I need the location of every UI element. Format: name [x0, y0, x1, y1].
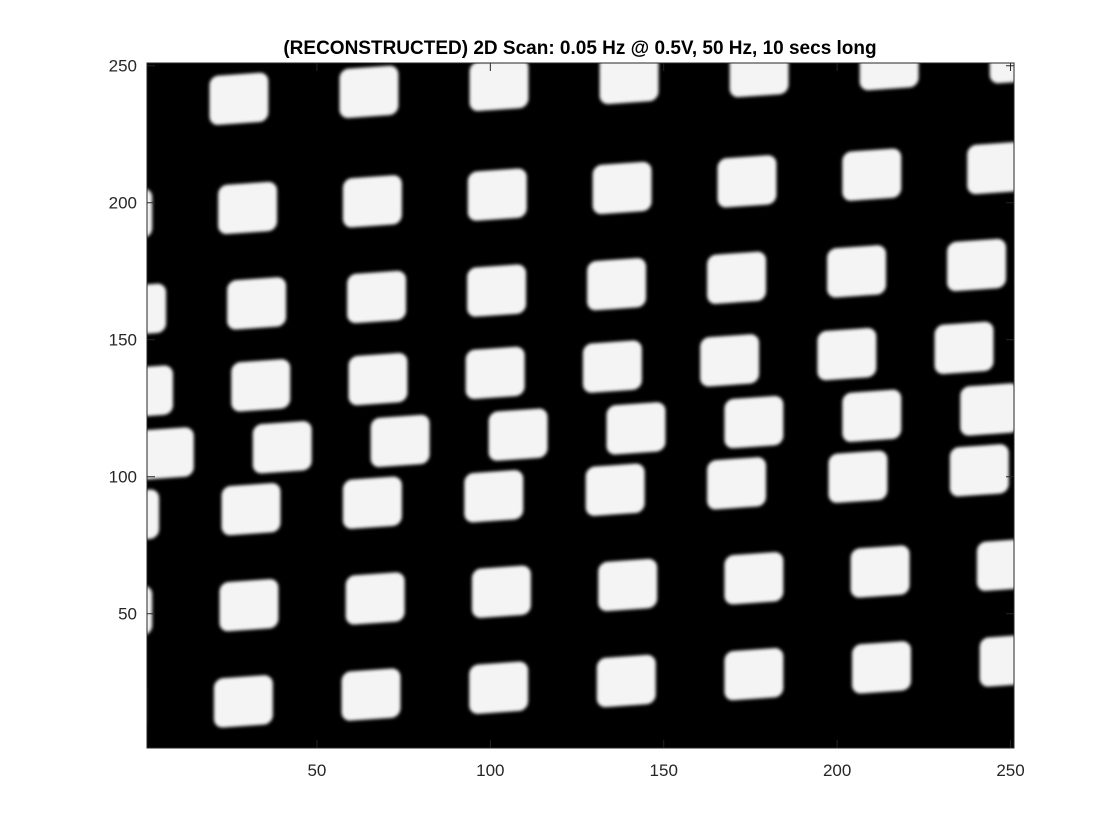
heatmap-cell — [218, 181, 278, 235]
heatmap-cell — [1052, 315, 1111, 368]
y-tick-label: 150 — [109, 331, 137, 350]
chart-title: (RECONSTRUCTED) 2D Scan: 0.05 Hz @ 0.5V,… — [283, 38, 876, 59]
heatmap-cell — [598, 558, 658, 612]
plot-area — [79, 63, 1120, 748]
heatmap-cell — [209, 72, 269, 125]
y-tick-label: 200 — [109, 194, 137, 213]
heatmap-cell — [488, 408, 548, 461]
x-tick-label: 100 — [476, 761, 504, 780]
heatmap-cell — [827, 245, 887, 298]
y-tick-label: 250 — [109, 57, 137, 76]
heatmap-cell — [842, 148, 902, 201]
heatmap-cell — [342, 476, 402, 529]
x-tick-label: 200 — [823, 761, 851, 780]
heatmap-cell — [585, 463, 645, 516]
heatmap-cell — [842, 389, 902, 442]
heatmap-cell — [852, 641, 912, 694]
heatmap-cell — [850, 545, 910, 598]
heatmap-cell — [342, 175, 402, 228]
heatmap-cell — [252, 421, 312, 474]
heatmap-cell — [467, 264, 527, 317]
heatmap-cell — [339, 65, 399, 119]
heatmap-cell — [947, 238, 1007, 292]
heatmap-cell — [960, 383, 1014, 436]
heatmap-cell — [729, 63, 789, 98]
heatmap-cell — [724, 648, 784, 701]
heatmap-cell — [606, 402, 666, 455]
heatmap-cell — [700, 334, 760, 387]
heatmap-cell — [707, 457, 767, 510]
heatmap-cell — [341, 668, 401, 721]
heatmap-cell — [348, 353, 408, 406]
heatmap-cell — [599, 63, 659, 105]
heatmap-cell — [582, 340, 642, 393]
heatmap-cell — [469, 661, 529, 714]
heatmap-cell — [717, 155, 777, 208]
heatmap-cell — [587, 258, 647, 311]
heatmap-cell — [86, 681, 145, 734]
heatmap-cell — [828, 450, 888, 503]
heatmap-cell — [467, 168, 527, 221]
heatmap-cell — [465, 346, 525, 399]
axes-box — [146, 62, 1015, 749]
heatmap-cell — [227, 277, 287, 330]
heatmap-cell — [147, 283, 167, 336]
heatmap-cell — [221, 483, 281, 536]
heatmap-cell — [724, 552, 784, 605]
x-tick-label: 250 — [996, 761, 1024, 780]
heatmap-cell — [1067, 232, 1120, 285]
y-tick-label: 50 — [118, 605, 137, 624]
heatmap-cell — [979, 634, 1014, 687]
heatmap-cell — [147, 427, 194, 480]
heatmap-cell — [219, 579, 279, 632]
heatmap-cell — [967, 141, 1014, 195]
heatmap-cell — [464, 470, 524, 523]
heatmap-cell — [596, 654, 656, 708]
heatmap-cell — [934, 321, 994, 374]
heatmap-cells — [79, 63, 1120, 734]
heatmap-cell — [592, 161, 652, 215]
heatmap-cell — [347, 270, 407, 324]
heatmap-cell — [79, 79, 138, 132]
heatmap-cell — [213, 675, 273, 728]
heatmap-cell — [469, 63, 529, 112]
heatmap-cell — [817, 327, 877, 381]
x-tick-label: 50 — [307, 761, 326, 780]
heatmap-cell — [976, 538, 1014, 591]
y-tick-label: 100 — [109, 468, 137, 487]
heatmap-cell — [231, 359, 291, 412]
x-tick-label: 150 — [650, 761, 678, 780]
heatmap-cell — [147, 365, 174, 418]
heatmap-cell — [147, 489, 160, 542]
heatmap-cell — [859, 63, 919, 91]
heatmap-cell — [989, 63, 1014, 84]
y-axis: 50 100 150 200 250 — [109, 57, 1014, 624]
heatmap-cell — [707, 251, 767, 304]
heatmap-cell — [345, 572, 405, 625]
heatmap-cell — [949, 444, 1009, 497]
heatmap-cell — [471, 565, 531, 618]
heatmap-cell — [724, 395, 784, 449]
x-axis: 50 100 150 200 250 — [307, 63, 1025, 780]
heatmap-cell — [370, 414, 430, 468]
